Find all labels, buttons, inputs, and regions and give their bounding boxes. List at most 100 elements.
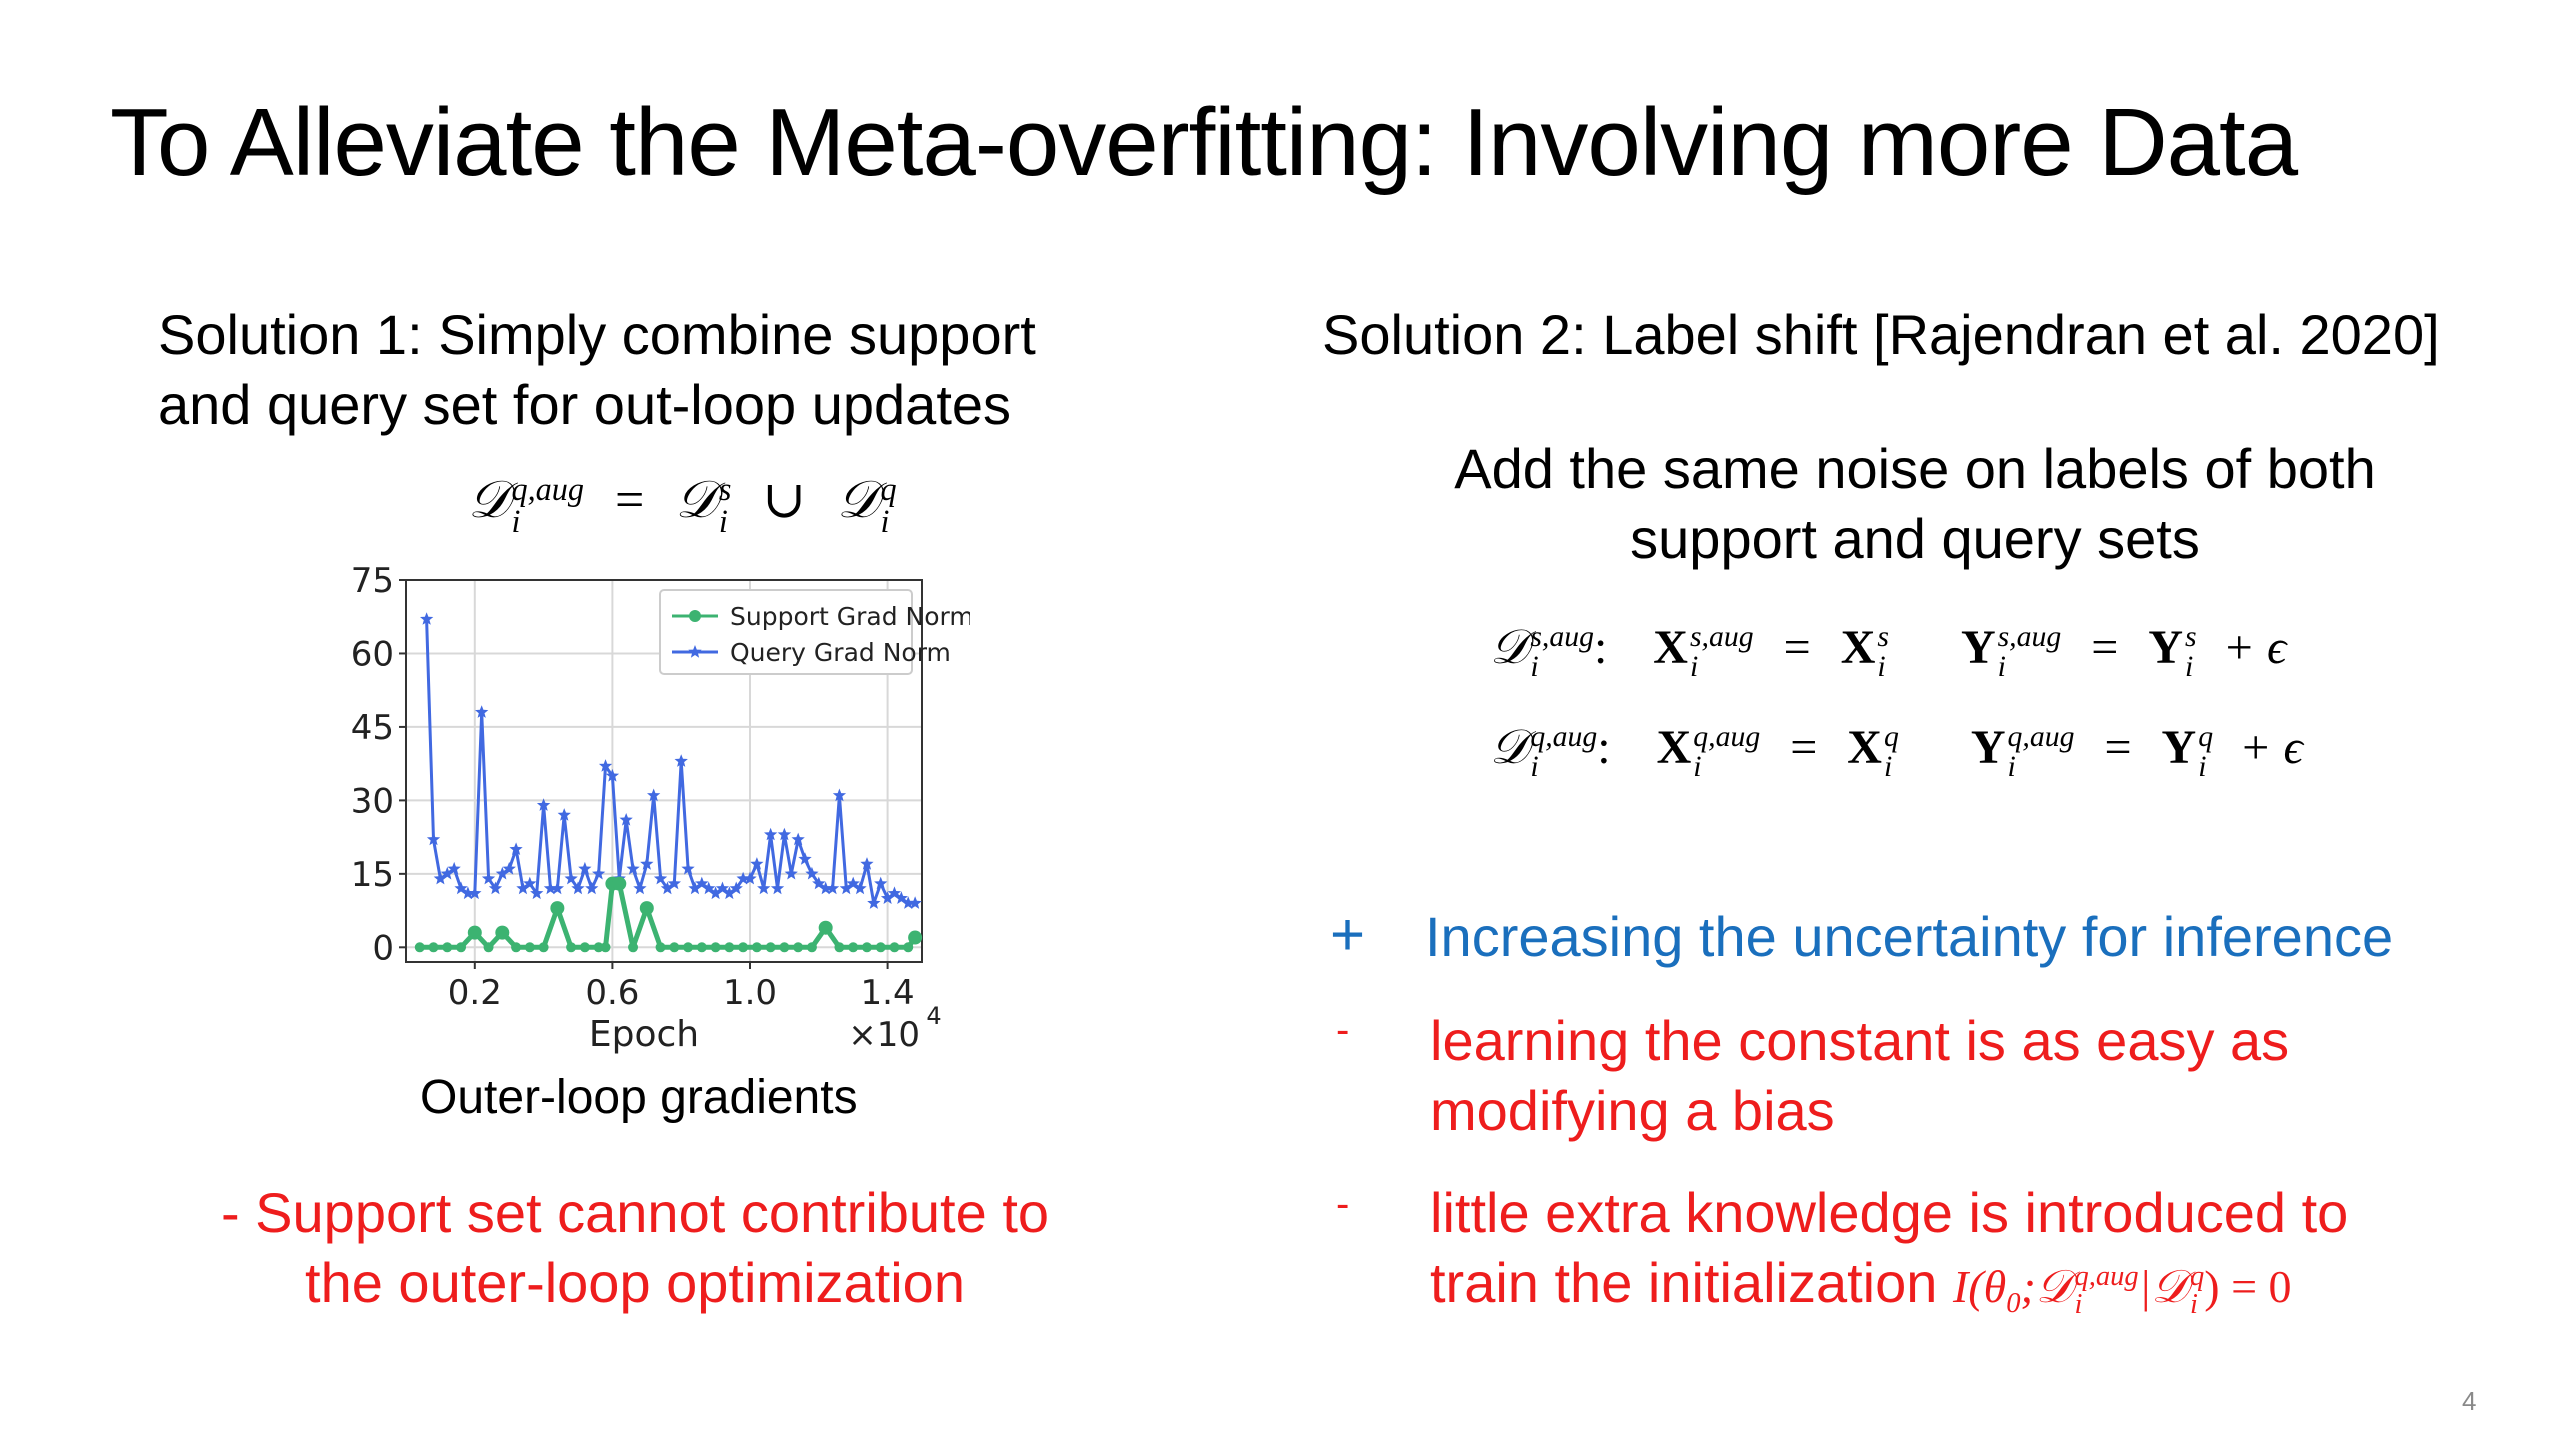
support-point (818, 920, 833, 935)
query-point (894, 891, 908, 904)
solution2-description: Add the same noise on labels of both sup… (1380, 434, 2450, 574)
query-point (592, 866, 606, 880)
query-point (846, 876, 860, 890)
con1-line1: learning the constant is as easy as (1430, 1009, 2290, 1072)
support-point (779, 942, 790, 953)
query-point (660, 881, 675, 895)
legend-entry: Query Grad Norm (730, 638, 951, 667)
mutual-information-formula: I(θ0;𝒟 q,aug i |𝒟 q i) = 0 (1952, 1260, 2292, 1321)
query-point (516, 881, 530, 895)
query-point (619, 813, 633, 826)
query-point (764, 827, 778, 841)
query-point (426, 832, 441, 846)
support-point (793, 942, 804, 953)
query-point (874, 876, 888, 890)
query-point (770, 881, 785, 895)
solution1-heading-line2: and query set for out-loop updates (158, 373, 1012, 436)
query-point (523, 876, 537, 890)
query-point (722, 886, 736, 900)
query-point (688, 881, 702, 895)
support-point (751, 942, 762, 953)
support-point (669, 942, 680, 953)
query-point (715, 881, 730, 895)
solution1-drawback-line2: the outer-loop optimization (305, 1251, 965, 1314)
support-point (524, 942, 535, 953)
support-point (903, 942, 914, 953)
support-point (738, 942, 749, 953)
con1-dash-marker: - (1336, 1008, 1350, 1052)
query-point (757, 881, 771, 895)
query-point (729, 881, 743, 895)
y-tick-label: 45 (351, 708, 394, 748)
query-point (853, 881, 867, 895)
query-point (433, 871, 448, 885)
query-point (867, 896, 881, 909)
support-point (600, 942, 611, 953)
query-point (805, 866, 819, 880)
query-point (461, 886, 475, 900)
query-point (647, 788, 661, 802)
support-point (834, 942, 845, 953)
query-point (502, 861, 516, 875)
legend-swatch-marker (688, 645, 702, 658)
query-point (571, 881, 585, 895)
query-point (860, 857, 874, 870)
query-point (901, 896, 915, 909)
legend-swatch-marker (689, 610, 701, 622)
y-tick-label: 15 (351, 855, 394, 895)
support-point (908, 930, 923, 945)
pro-plus-marker: + (1330, 901, 1366, 968)
support-point (806, 942, 817, 953)
x-tick-label: 1.0 (723, 973, 777, 1013)
query-point (695, 876, 709, 890)
support-point (848, 942, 859, 953)
x-axis-multiplier-exponent: 4 (926, 1002, 941, 1030)
support-point (889, 942, 900, 953)
query-point (626, 861, 640, 875)
support-point (628, 942, 639, 953)
x-tick-label: 0.6 (585, 973, 639, 1013)
query-point (667, 876, 681, 890)
support-point (467, 925, 482, 940)
support-point (511, 942, 522, 953)
con1-line2: modifying a bias (1430, 1079, 1835, 1142)
support-point (428, 942, 439, 953)
outer-loop-gradient-chart: 0.2 0.6 1.0 1.4 0 15 30 45 60 75 Epoch ×10 4 Support… (351, 561, 970, 1055)
x-tick-label: 0.2 (448, 973, 502, 1013)
support-point (538, 942, 549, 953)
support-point (696, 942, 707, 953)
query-point (468, 886, 482, 900)
y-tick-label: 60 (351, 634, 394, 674)
query-point (543, 881, 558, 895)
query-point (750, 857, 764, 870)
formula-equals: = (615, 472, 645, 529)
query-point (880, 891, 895, 904)
query-point (825, 881, 840, 895)
y-tick-label: 75 (351, 561, 394, 601)
solution1-drawback-line1: - Support set cannot contribute to (220, 1181, 1050, 1244)
query-point (585, 881, 599, 895)
query-point (736, 871, 750, 885)
con2-dash-marker: - (1336, 1182, 1350, 1226)
support-point (875, 942, 886, 953)
chart-caption: Outer-loop gradients (420, 1071, 858, 1124)
query-point (798, 852, 812, 865)
support-point (639, 901, 654, 916)
con2-text: little extra knowledge is introduced to … (1430, 1178, 2490, 1339)
query-point (653, 871, 668, 885)
query-point (743, 871, 757, 885)
support-point (861, 942, 872, 953)
query-point (702, 881, 716, 895)
solution1-heading: Solution 1: Simply combine support and q… (158, 300, 1036, 440)
support-point (550, 901, 565, 916)
query-point (839, 881, 853, 895)
query-point (598, 759, 613, 772)
solution1-heading-line1: Solution 1: Simply combine support (158, 303, 1036, 366)
support-series-line (419, 881, 918, 950)
query-point (777, 827, 792, 841)
